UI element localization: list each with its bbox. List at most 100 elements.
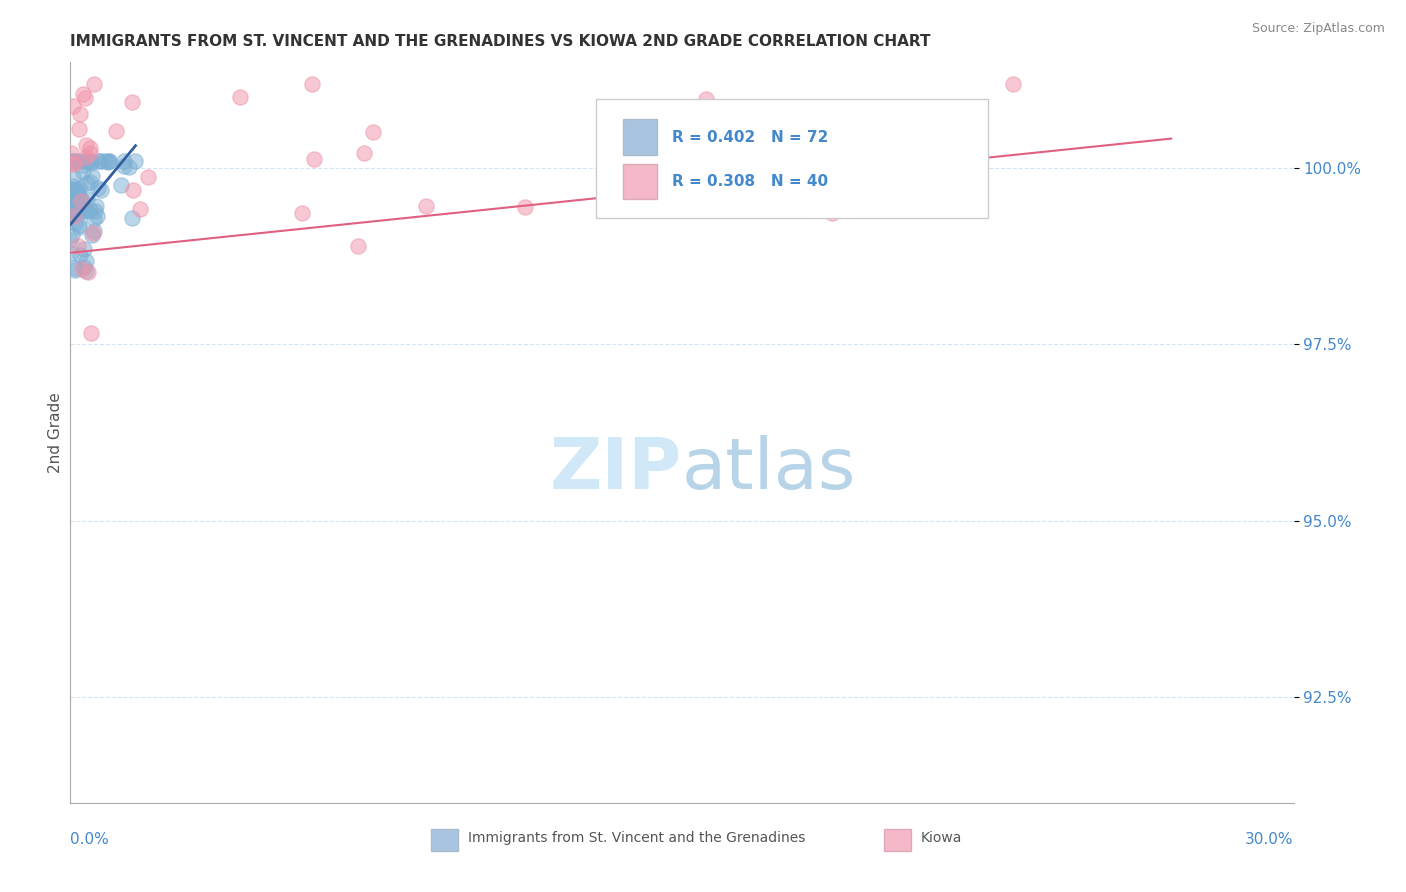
Point <box>124 154 146 169</box>
Point <box>97 155 120 169</box>
Point <box>73 260 96 274</box>
Point <box>65 216 87 230</box>
Point <box>112 159 135 173</box>
Point <box>62 184 84 198</box>
Point <box>67 181 90 195</box>
Point <box>65 188 87 202</box>
Point <box>72 87 94 102</box>
Point <box>84 203 107 218</box>
Point <box>63 205 86 219</box>
Text: R = 0.308   N = 40: R = 0.308 N = 40 <box>672 174 828 189</box>
Point <box>72 204 94 219</box>
Point <box>75 150 97 164</box>
Point <box>72 164 94 178</box>
Point <box>70 158 93 172</box>
Point <box>76 192 98 206</box>
Point <box>69 106 91 120</box>
Point <box>346 239 368 253</box>
Point <box>77 154 100 169</box>
Point <box>105 124 128 138</box>
Point <box>73 242 96 256</box>
Point <box>63 263 86 277</box>
Point <box>118 160 141 174</box>
Point <box>65 183 87 197</box>
Text: ZIP: ZIP <box>550 435 682 504</box>
Point <box>80 228 103 243</box>
Point <box>67 220 90 235</box>
Point <box>90 183 112 197</box>
FancyBboxPatch shape <box>596 99 987 218</box>
Point <box>129 202 152 216</box>
Point <box>682 145 704 160</box>
Point <box>59 233 82 247</box>
Point <box>650 128 672 143</box>
Point <box>75 137 97 152</box>
Point <box>79 140 101 154</box>
Point <box>62 98 84 112</box>
Point <box>82 227 104 241</box>
Point <box>97 154 120 169</box>
Point <box>79 175 101 189</box>
Point <box>76 204 98 219</box>
Point <box>62 178 84 193</box>
Point <box>75 253 97 268</box>
Point <box>122 183 145 197</box>
Point <box>62 203 84 218</box>
Point <box>70 154 93 169</box>
Point <box>69 202 91 216</box>
Point <box>415 199 437 213</box>
Point <box>59 246 82 260</box>
Point <box>75 263 97 277</box>
Text: R = 0.402   N = 72: R = 0.402 N = 72 <box>672 129 828 145</box>
Point <box>69 193 91 207</box>
Point <box>89 154 111 169</box>
Y-axis label: 2nd Grade: 2nd Grade <box>48 392 63 473</box>
Point <box>70 193 93 207</box>
Point <box>84 199 107 213</box>
Bar <box>884 829 911 851</box>
Text: Kiowa: Kiowa <box>921 831 962 846</box>
Point <box>63 154 86 169</box>
Point <box>62 157 84 171</box>
Point <box>66 184 89 198</box>
Point <box>62 202 84 217</box>
Point <box>66 239 89 253</box>
Point <box>121 95 143 109</box>
Point <box>79 146 101 161</box>
Point <box>76 176 98 190</box>
Bar <box>623 164 658 200</box>
Point <box>353 146 375 161</box>
Text: Immigrants from St. Vincent and the Grenadines: Immigrants from St. Vincent and the Gren… <box>468 831 806 846</box>
Point <box>80 326 103 341</box>
Point <box>60 192 83 206</box>
Point <box>83 77 105 91</box>
Point <box>228 90 250 104</box>
Point <box>363 124 385 138</box>
Text: 0.0%: 0.0% <box>70 832 110 847</box>
Point <box>98 154 121 169</box>
Point <box>80 169 103 183</box>
Point <box>67 219 90 233</box>
Text: 30.0%: 30.0% <box>1246 832 1294 847</box>
Point <box>513 200 536 214</box>
Point <box>60 228 83 243</box>
Point <box>62 154 84 169</box>
Text: Source: ZipAtlas.com: Source: ZipAtlas.com <box>1251 22 1385 36</box>
Point <box>62 170 84 185</box>
Point <box>136 169 159 184</box>
Point <box>304 152 326 166</box>
Point <box>87 181 110 195</box>
Point <box>1001 77 1024 91</box>
Point <box>69 248 91 262</box>
Point <box>83 211 105 226</box>
Point <box>301 77 323 91</box>
Point <box>76 265 98 279</box>
Point <box>89 154 111 169</box>
Point <box>63 202 86 216</box>
Point <box>695 92 717 106</box>
Point <box>66 154 89 169</box>
Point <box>63 156 86 170</box>
Point <box>79 203 101 218</box>
Point <box>60 181 83 195</box>
Point <box>67 188 90 202</box>
